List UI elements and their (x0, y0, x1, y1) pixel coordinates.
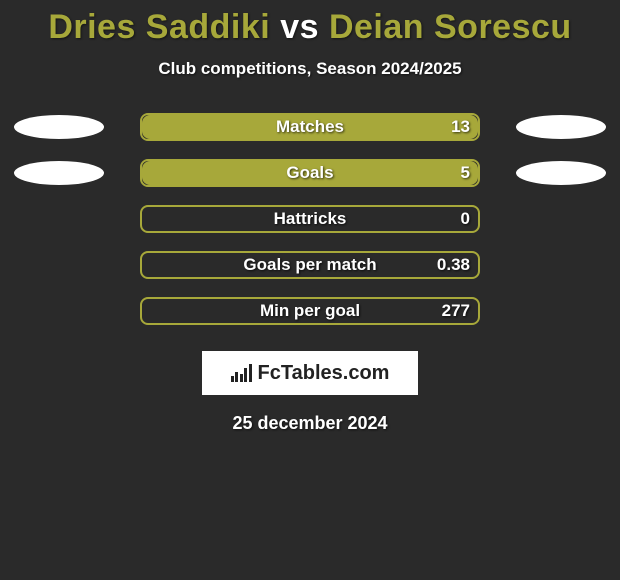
oval-left-icon (14, 115, 104, 139)
stat-row: Goals 5 (0, 157, 620, 203)
stat-value: 277 (442, 301, 470, 321)
stat-row: Hattricks 0 (0, 203, 620, 249)
comparison-card: Dries Saddiki vs Deian Sorescu Club comp… (0, 0, 620, 434)
stat-label: Goals per match (243, 255, 376, 275)
date-text: 25 december 2024 (0, 413, 620, 434)
stat-row: Matches 13 (0, 111, 620, 157)
stat-value: 5 (461, 163, 470, 183)
stat-row: Goals per match 0.38 (0, 249, 620, 295)
logo-fc: Fc (258, 362, 281, 384)
logo-rest: Tables.com (281, 362, 390, 384)
page-title: Dries Saddiki vs Deian Sorescu (0, 8, 620, 47)
stat-value: 0.38 (437, 255, 470, 275)
oval-left-icon (14, 161, 104, 185)
stat-value: 13 (451, 117, 470, 137)
oval-right-icon (516, 115, 606, 139)
title-player1: Dries Saddiki (48, 8, 270, 46)
logo-box[interactable]: FcTables.com (202, 351, 418, 395)
stat-label: Hattricks (274, 209, 347, 229)
stat-value: 0 (461, 209, 470, 229)
title-vs: vs (280, 8, 319, 46)
oval-right-icon (516, 161, 606, 185)
stat-label: Min per goal (260, 301, 360, 321)
title-player2: Deian Sorescu (329, 8, 572, 46)
barchart-icon (231, 364, 252, 382)
stat-label: Matches (276, 117, 344, 137)
stat-row: Min per goal 277 (0, 295, 620, 341)
logo-text: FcTables.com (231, 362, 390, 385)
subtitle: Club competitions, Season 2024/2025 (0, 59, 620, 79)
stat-label: Goals (286, 163, 333, 183)
stats-rows: Matches 13 Goals 5 Hattricks 0 Goals per match… (0, 111, 620, 341)
